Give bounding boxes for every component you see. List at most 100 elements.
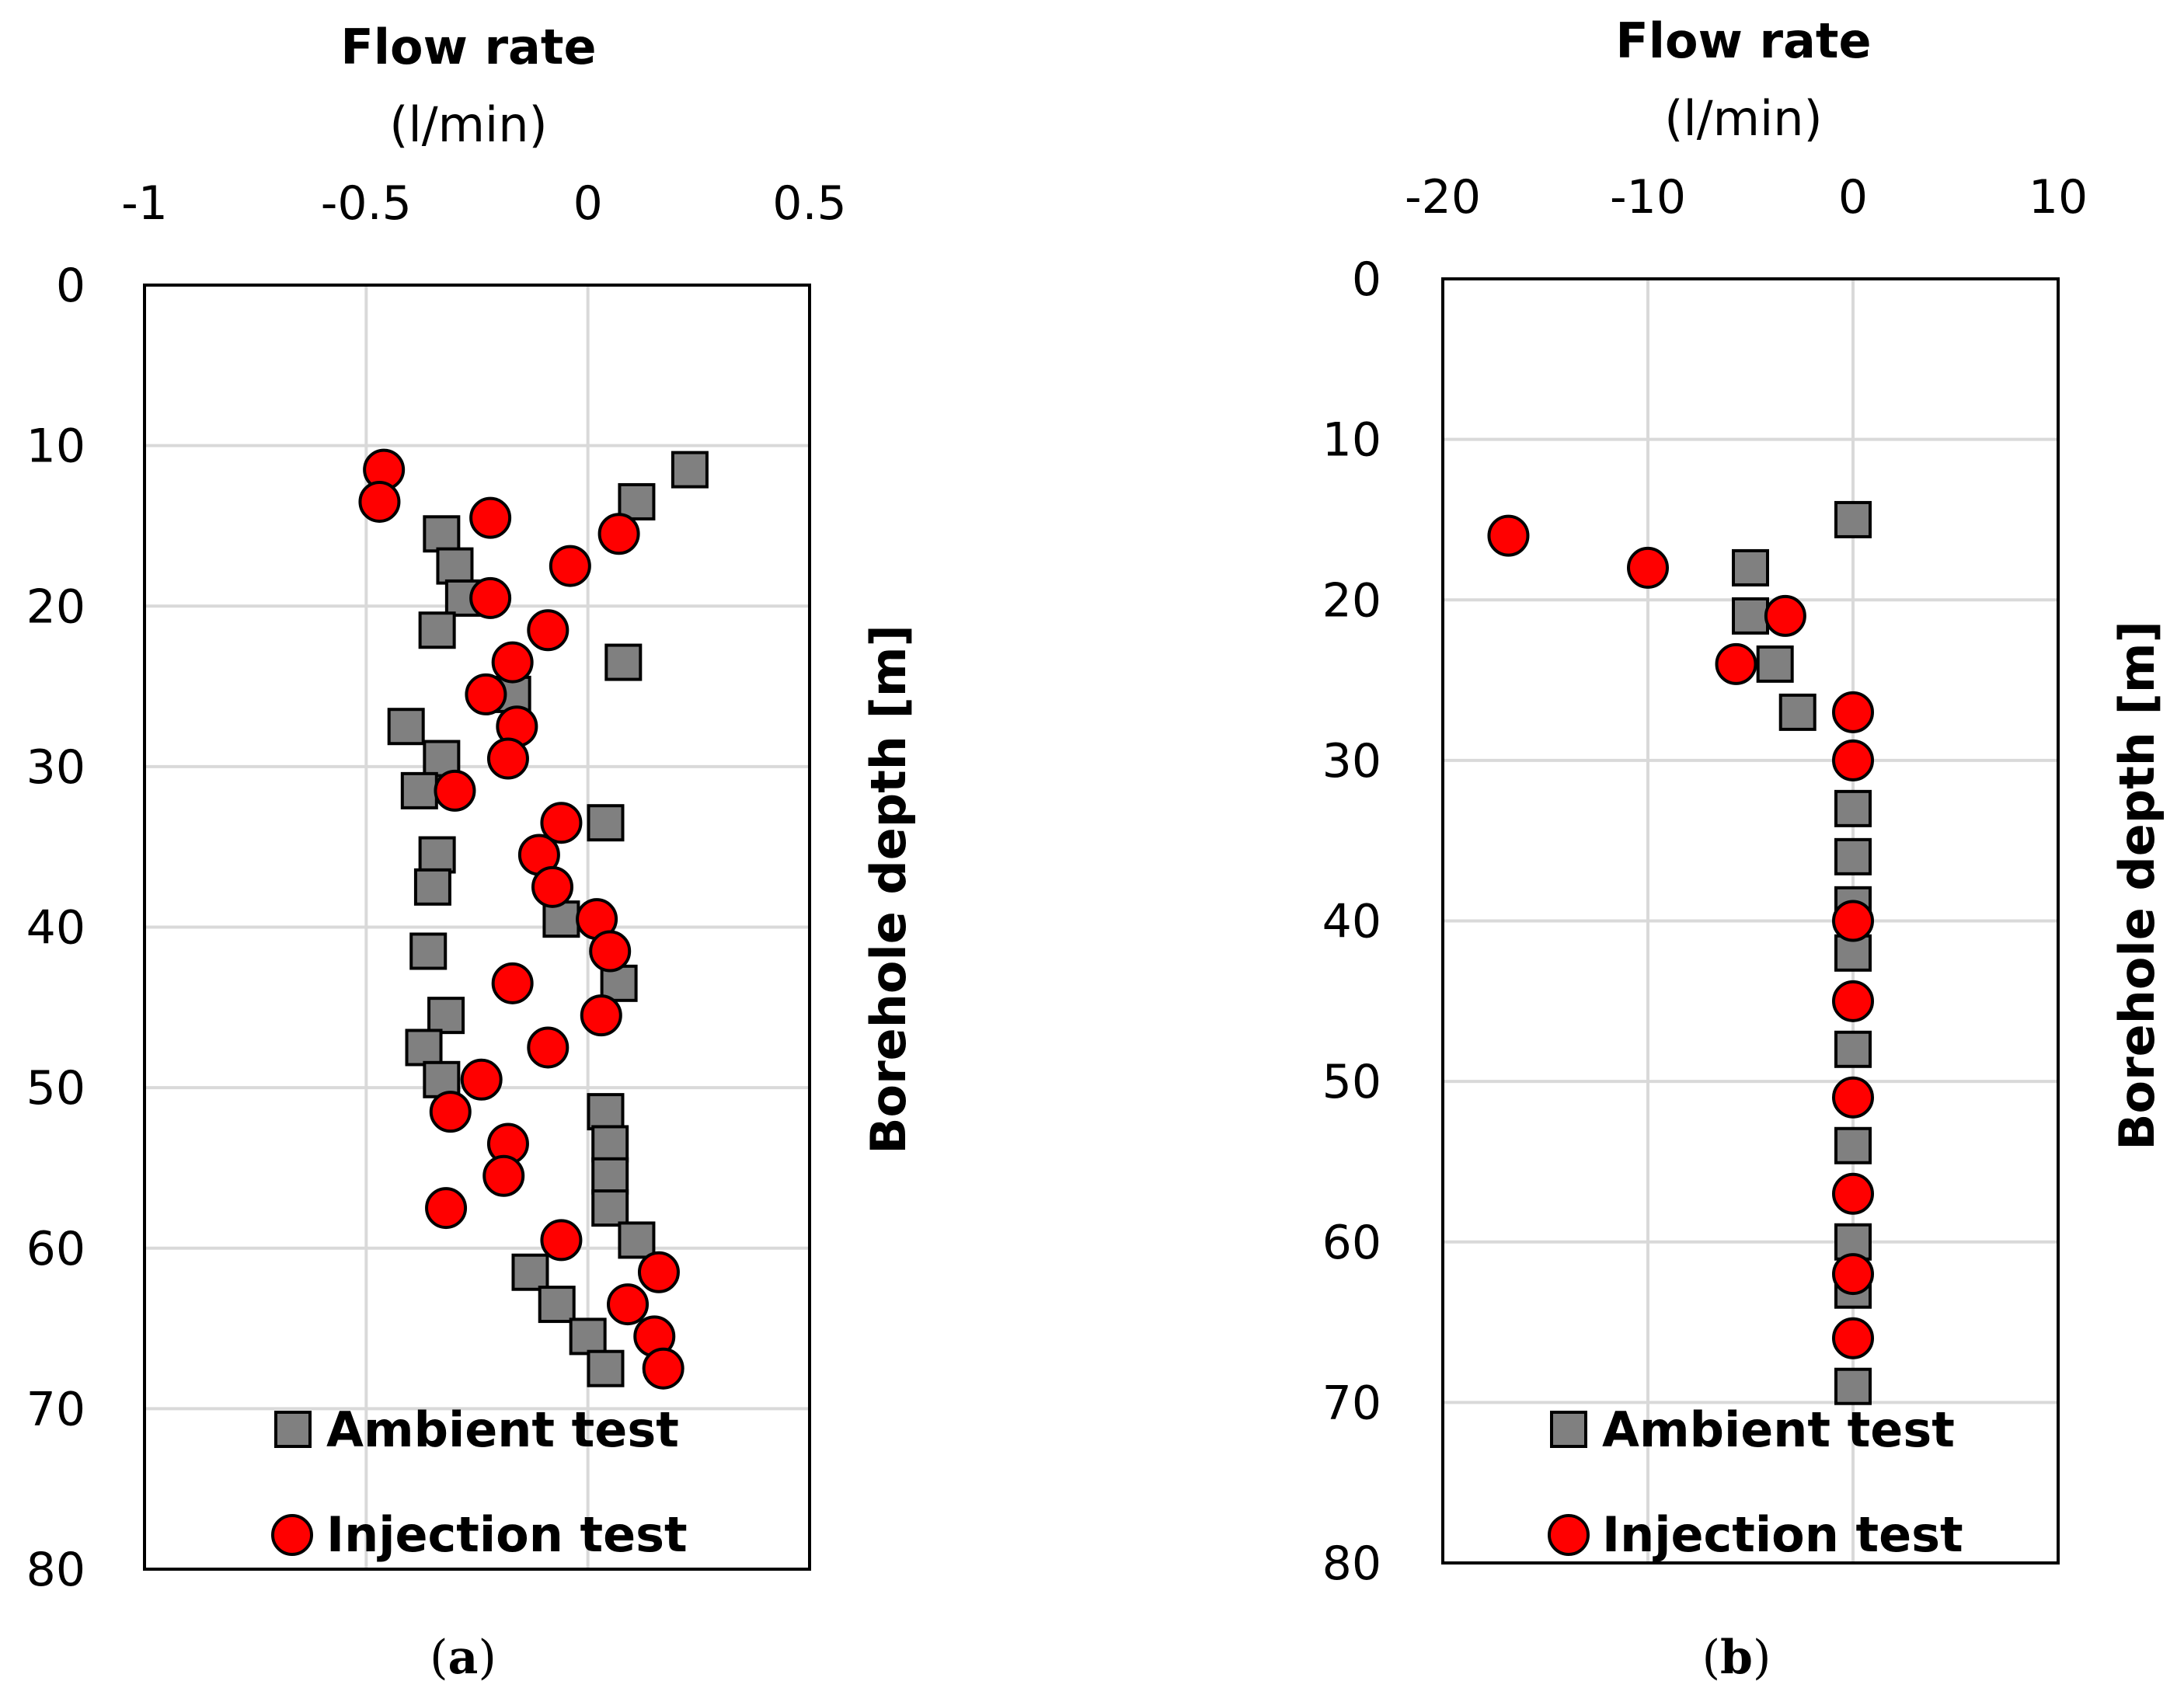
chart-a-injection-point xyxy=(527,1026,570,1069)
chart-b-ambient-point xyxy=(1834,1126,1872,1164)
chart-b-injection-point xyxy=(1627,546,1669,589)
chart-b-ambient-point xyxy=(1834,789,1872,827)
chart-b-injection-point xyxy=(1832,900,1874,942)
chart-a-x-tick-label: -1 xyxy=(121,176,168,231)
chart-a-y-axis-title: Borehole depth [m] xyxy=(860,625,917,1154)
chart-b: -20 -10 0 10 0 10 20 30 40 50 60 70 80 Flow rate (l… xyxy=(1322,12,2165,1685)
chart-b-legend-injection-marker xyxy=(1548,1514,1590,1556)
chart-b-x-tick-label: 0 xyxy=(1838,170,1868,224)
chart-b-injection-point xyxy=(1487,514,1530,557)
chart-a-plot-area xyxy=(143,284,811,1571)
chart-a-legend-injection-marker xyxy=(271,1514,313,1556)
chart-a-ambient-point xyxy=(405,1029,443,1067)
chart-a-ambient-point xyxy=(418,836,456,874)
chart-a-ambient-point xyxy=(591,1157,629,1195)
chart-a-ambient-point xyxy=(591,1125,629,1163)
chart-a: -1 -0.5 0 0.5 0 10 20 30 40 50 60 70 80 Flow rate (… xyxy=(26,19,917,1685)
chart-a-x-tick-label: -0.5 xyxy=(321,176,412,231)
chart-b-ambient-point xyxy=(1834,500,1872,538)
chart-a-injection-point xyxy=(580,994,622,1037)
chart-a-ambient-point xyxy=(618,1221,656,1259)
chart-a-injection-point xyxy=(482,1154,525,1197)
chart-a-y-tick-labels: 0 10 20 30 40 50 60 70 80 xyxy=(26,259,85,1597)
chart-b-injection-point xyxy=(1715,642,1757,685)
chart-a-panel-label: (a) xyxy=(430,1631,496,1685)
chart-b-injection-point xyxy=(1764,594,1806,637)
chart-b-ambient-point xyxy=(1732,597,1769,635)
chart-a-ambient-point xyxy=(604,643,643,681)
chart-a-injection-point xyxy=(425,1187,468,1230)
chart-a-x-tick-label: 0 xyxy=(573,176,603,231)
chart-a-marks xyxy=(358,448,709,1390)
chart-a-legend-ambient-label: Ambient test xyxy=(326,1401,679,1458)
chart-a-ambient-point xyxy=(538,1286,576,1324)
chart-a-y-tick-label: 20 xyxy=(26,580,85,634)
chart-b-ambient-point xyxy=(1778,693,1817,731)
chart-a-grid xyxy=(143,284,811,1571)
chart-b-legend-ambient-marker xyxy=(1550,1411,1587,1448)
chart-b-ambient-point xyxy=(1756,645,1794,683)
chart-a-y-tick-label: 30 xyxy=(26,740,85,795)
chart-a-y-tick-label: 70 xyxy=(26,1382,85,1436)
chart-a-injection-point xyxy=(589,930,632,973)
chart-a-ambient-point xyxy=(427,997,465,1035)
chart-a-injection-point xyxy=(491,641,534,684)
chart-b-y-tick-labels: 0 10 20 30 40 50 60 70 80 xyxy=(1322,252,1381,1591)
chart-b-legend-ambient-label: Ambient test xyxy=(1602,1401,1955,1458)
chart-b-injection-point xyxy=(1832,1253,1874,1296)
chart-a-y-tick-label: 10 xyxy=(26,419,85,474)
chart-b-injection-point xyxy=(1832,1172,1874,1215)
chart-a-ambient-point xyxy=(423,1060,461,1098)
chart-a-x-tick-label: 0.5 xyxy=(772,176,846,231)
chart-b-grid xyxy=(1441,277,2060,1565)
chart-b-x-tick-label: -20 xyxy=(1405,170,1481,224)
chart-b-injection-point xyxy=(1832,1076,1874,1119)
chart-a-y-tick-label: 60 xyxy=(26,1222,85,1276)
chart-b-y-tick-label: 20 xyxy=(1322,573,1381,628)
chart-a-ambient-point xyxy=(400,771,438,809)
chart-a-legend: Ambient test Injection test xyxy=(271,1401,688,1563)
chart-b-y-tick-label: 60 xyxy=(1322,1216,1381,1270)
chart-a-ambient-point xyxy=(423,515,461,553)
chart-a-ambient-point xyxy=(413,868,451,906)
chart-a-ambient-point xyxy=(587,1093,625,1131)
chart-a-injection-point xyxy=(540,802,583,844)
chart-a-injection-point xyxy=(531,865,574,908)
chart-b-y-tick-label: 80 xyxy=(1322,1537,1381,1591)
chart-b-injection-point xyxy=(1832,739,1874,781)
chart-b-panel-label: (b) xyxy=(1702,1631,1771,1685)
chart-b-y-tick-label: 70 xyxy=(1322,1376,1381,1430)
chart-b-legend: Ambient test Injection test xyxy=(1548,1401,1963,1563)
chart-a-injection-point xyxy=(540,1219,583,1262)
chart-b-y-tick-label: 0 xyxy=(1352,252,1381,307)
chart-a-ambient-point xyxy=(591,1189,629,1227)
chart-b-y-tick-label: 30 xyxy=(1322,734,1381,788)
chart-a-injection-point xyxy=(429,1091,472,1133)
chart-a-injection-point xyxy=(469,496,512,539)
chart-a-legend-injection-label: Injection test xyxy=(326,1506,688,1563)
chart-a-x-axis-unit: (l/min) xyxy=(389,96,547,153)
chart-a-y-tick-label: 80 xyxy=(26,1543,85,1597)
chart-b-ambient-point xyxy=(1834,837,1872,875)
chart-a-injection-point xyxy=(527,609,570,652)
chart-b-y-tick-label: 40 xyxy=(1322,895,1381,949)
chart-a-ambient-point xyxy=(569,1317,607,1356)
chart-a-ambient-point xyxy=(436,547,474,585)
chart-b-plot-area xyxy=(1441,277,2060,1565)
chart-b-marks xyxy=(1487,500,1874,1405)
chart-a-legend-ambient-marker xyxy=(274,1411,312,1448)
chart-b-injection-point xyxy=(1832,1317,1874,1359)
chart-a-ambient-point xyxy=(671,451,709,489)
chart-a-injection-point xyxy=(642,1347,684,1390)
chart-b-injection-point xyxy=(1832,980,1874,1022)
chart-a-injection-point xyxy=(358,480,401,523)
chart-a-x-axis-title: Flow rate xyxy=(340,19,596,75)
chart-a-y-tick-label: 0 xyxy=(56,259,85,313)
chart-a-x-tick-labels: -1 -0.5 0 0.5 xyxy=(121,176,847,231)
chart-a-ambient-point xyxy=(409,932,448,970)
chart-b-x-axis-unit: (l/min) xyxy=(1664,90,1822,147)
chart-a-injection-point xyxy=(460,1058,503,1101)
chart-b-x-axis-title: Flow rate xyxy=(1615,12,1871,69)
chart-a-ambient-point xyxy=(387,708,425,746)
